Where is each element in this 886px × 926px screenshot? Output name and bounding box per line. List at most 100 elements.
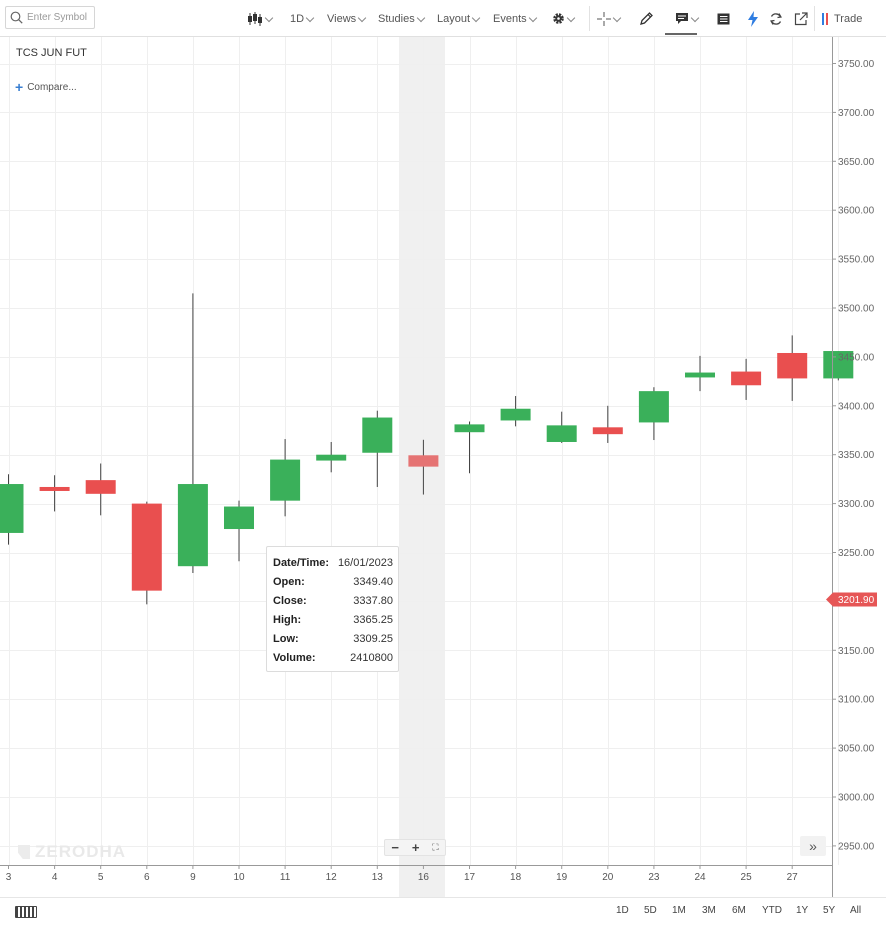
compare-label: Compare... — [27, 81, 77, 93]
studies-button[interactable]: Studies — [378, 0, 425, 37]
scroll-to-latest-button[interactable]: » — [800, 836, 826, 856]
range-ytd-button[interactable]: YTD — [762, 905, 782, 916]
annotation-button[interactable] — [675, 0, 700, 37]
layout-button[interactable]: Layout — [437, 0, 481, 37]
active-tool-indicator — [665, 33, 697, 35]
tooltip-row-low: Low: 3309.25 — [273, 629, 393, 648]
zoom-out-button[interactable]: − — [391, 840, 399, 855]
tooltip-value: 3365.25 — [353, 613, 393, 626]
candle-body — [685, 372, 715, 378]
fit-screen-icon[interactable]: ⛶ — [432, 842, 439, 852]
compare-button[interactable]: + Compare... — [15, 79, 77, 95]
views-button[interactable]: Views — [327, 0, 367, 37]
range-1m-button[interactable]: 1M — [672, 905, 686, 916]
tooltip-key: High: — [273, 613, 302, 626]
candle-body — [0, 484, 24, 533]
x-tick-label: 3 — [6, 872, 12, 883]
range-6m-button[interactable]: 6M — [732, 905, 746, 916]
y-tick-label: 3350.00 — [838, 450, 875, 461]
table-icon — [717, 13, 730, 24]
y-tick-label: 3250.00 — [838, 548, 875, 559]
candle-body — [777, 352, 808, 379]
y-tick-label: 3500.00 — [838, 304, 875, 315]
layout-label: Layout — [437, 12, 471, 25]
candle[interactable] — [638, 387, 669, 441]
candle[interactable] — [177, 293, 208, 574]
chevron-down-icon — [690, 13, 700, 22]
crosshair-icon — [597, 11, 611, 26]
views-label: Views — [327, 12, 357, 25]
candle[interactable] — [39, 475, 70, 512]
y-tick-label: 3600.00 — [838, 206, 875, 217]
range-1d-button[interactable]: 1D — [616, 905, 629, 916]
candle[interactable] — [777, 335, 808, 401]
candle[interactable] — [408, 439, 439, 495]
candle-body — [362, 417, 393, 453]
candlestick-icon — [248, 11, 262, 26]
candle[interactable] — [131, 501, 162, 605]
settings-button[interactable] — [552, 0, 576, 37]
candle[interactable] — [500, 396, 531, 427]
candle[interactable] — [316, 441, 347, 473]
y-tick-label: 2950.00 — [838, 841, 875, 852]
events-button[interactable]: Events — [493, 0, 537, 37]
range-all-button[interactable]: All — [850, 905, 862, 916]
range-5y-button[interactable]: 5Y — [823, 905, 836, 916]
draw-button[interactable] — [639, 0, 654, 37]
trade-button[interactable]: Trade — [821, 0, 862, 37]
candle[interactable] — [731, 358, 762, 400]
candle-body — [823, 351, 854, 379]
chart-type-button[interactable] — [247, 0, 274, 37]
watermark-text: ZERODHA — [35, 842, 127, 861]
candle-body — [638, 391, 669, 423]
y-tick-label: 3750.00 — [838, 59, 875, 70]
table-view-button[interactable] — [717, 0, 730, 37]
x-tick-label: 4 — [52, 872, 58, 883]
candles-layer — [0, 293, 854, 605]
search-input[interactable] — [27, 12, 91, 23]
candle-body — [224, 506, 254, 530]
candle[interactable] — [823, 351, 854, 381]
zoom-in-button[interactable]: + — [411, 840, 420, 855]
x-tick-label: 23 — [648, 872, 660, 883]
y-tick-label: 3700.00 — [838, 108, 875, 119]
double-chevron-right-icon: » — [809, 838, 817, 854]
x-axis[interactable]: 3 4 5 6 9 10 11 12 13 16 17 18 19 20 23 24 25 27 — [6, 865, 798, 883]
y-tick-label: 3550.00 — [838, 255, 875, 266]
candle[interactable] — [454, 421, 485, 474]
popout-button[interactable] — [794, 0, 808, 37]
interval-button[interactable]: 1D — [290, 0, 315, 37]
refresh-button[interactable] — [769, 0, 783, 37]
toolbar: 1D Views Studies Layout Events — [0, 0, 886, 37]
candle[interactable] — [224, 500, 254, 562]
toolbar-divider — [589, 6, 590, 31]
tooltip-row-close: Close: 3337.80 — [273, 591, 393, 610]
candle[interactable] — [85, 463, 116, 516]
chevron-down-icon — [264, 13, 274, 22]
candle[interactable] — [270, 439, 301, 517]
lightning-icon — [748, 10, 758, 27]
keyboard-icon[interactable] — [15, 906, 37, 918]
toolbar-divider — [814, 6, 815, 31]
zerodha-logo-icon — [18, 845, 30, 859]
quick-action-button[interactable] — [747, 0, 759, 37]
y-tick-label: 3650.00 — [838, 157, 875, 168]
price-chart[interactable]: 3750.00 3700.00 3650.00 3600.00 3550.00 3500.… — [0, 37, 886, 897]
candle-body — [316, 454, 347, 461]
candle-body — [177, 484, 208, 567]
tooltip-value: 3337.80 — [353, 594, 393, 607]
candle[interactable] — [592, 405, 623, 443]
candle[interactable] — [685, 355, 715, 392]
candle[interactable] — [362, 410, 393, 487]
symbol-search[interactable] — [5, 6, 95, 29]
candle[interactable] — [0, 474, 24, 545]
chevron-down-icon — [566, 13, 576, 22]
x-tick-label: 18 — [510, 872, 522, 883]
candle[interactable] — [546, 411, 577, 443]
range-3m-button[interactable]: 3M — [702, 905, 716, 916]
crosshair-button[interactable] — [597, 0, 622, 37]
range-1y-button[interactable]: 1Y — [796, 905, 809, 916]
symbol-title: TCS JUN FUT — [16, 47, 87, 59]
range-5d-button[interactable]: 5D — [644, 905, 657, 916]
